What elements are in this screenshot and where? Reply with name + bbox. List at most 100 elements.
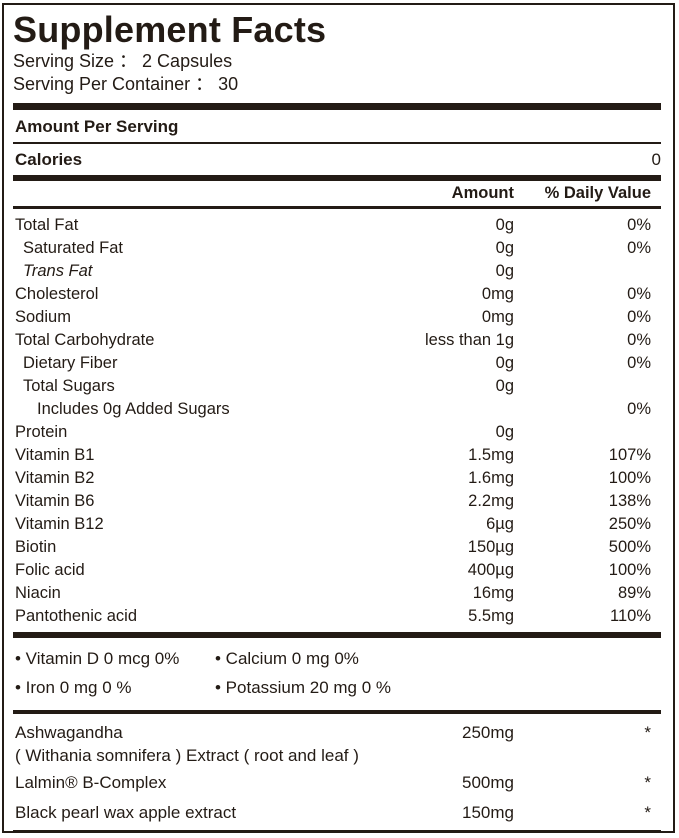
botanical-amount: 500mg bbox=[462, 773, 514, 792]
calories-label: Calories bbox=[15, 150, 83, 169]
serving-size: Serving Size ： 2 Capsules bbox=[13, 51, 233, 71]
nutrient-row: Folic acid 400µg 100% bbox=[13, 559, 661, 582]
footer-notes: Other Ingredients ： Hydroxypropyl methyc… bbox=[13, 830, 661, 831]
nutrient-table: Total Fat 0g 0% Saturated Fat 0g 0% Trans Fa… bbox=[13, 209, 661, 628]
nutrient-name: Vitamin B6 bbox=[15, 492, 95, 510]
botanical-row: Lalmin® B-Complex 500mg * bbox=[13, 771, 661, 794]
nutrient-amount: 0g bbox=[495, 354, 514, 372]
nutrient-amount: 1.5mg bbox=[468, 446, 514, 464]
nutrient-row: Dietary Fiber 0g 0% bbox=[13, 352, 661, 375]
daily-value-column-header: % Daily Value bbox=[544, 184, 651, 202]
nutrient-amount: 0mg bbox=[481, 285, 514, 303]
nutrient-name: Cholesterol bbox=[15, 285, 99, 303]
nutrient-amount bbox=[324, 398, 514, 421]
thick-rule bbox=[13, 103, 661, 110]
nutrient-dv: 0% bbox=[627, 239, 651, 257]
nutrient-row: Total Sugars 0g bbox=[13, 375, 661, 398]
calories-row: Calories 0 bbox=[13, 144, 661, 175]
nutrient-dv bbox=[514, 421, 661, 444]
nutrient-dv: 0% bbox=[627, 216, 651, 234]
nutrient-amount: 400µg bbox=[467, 561, 514, 579]
nutrient-dv bbox=[514, 375, 661, 398]
nutrient-dv: 138% bbox=[608, 492, 651, 510]
mineral-item: • Potassium 20 mg 0 % bbox=[215, 678, 392, 697]
nutrient-row: Total Fat 0g 0% bbox=[13, 214, 661, 237]
nutrient-dv: 0% bbox=[627, 285, 651, 303]
nutrient-row: Vitamin B2 1.6mg 100% bbox=[13, 467, 661, 490]
nutrient-dv: 0% bbox=[627, 331, 651, 349]
nutrient-name: Vitamin B1 bbox=[15, 446, 95, 464]
nutrient-name: Total Sugars bbox=[23, 377, 115, 395]
botanical-dv: * bbox=[644, 723, 651, 742]
nutrient-row: Total Carbohydrate less than 1g 0% bbox=[13, 329, 661, 352]
label-border-frame: Supplement Facts Serving Size ： 2 Capsul… bbox=[2, 3, 675, 833]
nutrient-dv: 89% bbox=[617, 584, 651, 602]
nutrient-name: Pantothenic acid bbox=[15, 607, 138, 625]
nutrient-dv: 110% bbox=[610, 607, 651, 625]
nutrient-amount: 1.6mg bbox=[468, 469, 514, 487]
medium-rule bbox=[13, 710, 661, 714]
nutrient-row: Pantothenic acid 5.5mg 110% bbox=[13, 605, 661, 628]
column-spacer bbox=[13, 184, 324, 203]
nutrient-row: Protein 0g bbox=[13, 421, 661, 444]
nutrient-row: Trans Fat 0g bbox=[13, 260, 661, 283]
botanical-name: Ashwagandha bbox=[15, 723, 123, 742]
nutrient-amount: less than 1g bbox=[425, 331, 514, 349]
botanical-row: Ashwagandha 250mg * bbox=[13, 721, 661, 744]
botanical-section: Ashwagandha 250mg * ( Withania somnifera )… bbox=[13, 714, 661, 824]
nutrient-row: Saturated Fat 0g 0% bbox=[13, 237, 661, 260]
nutrient-name: Folic acid bbox=[15, 561, 85, 579]
nutrient-name: Sodium bbox=[15, 308, 71, 326]
mineral-item: • Iron 0 mg 0 % bbox=[15, 678, 132, 697]
botanical-name: Black pearl wax apple extract bbox=[15, 803, 237, 822]
nutrient-dv: 107% bbox=[608, 446, 651, 464]
botanical-amount: 250mg bbox=[462, 723, 514, 742]
nutrient-dv: 0% bbox=[627, 308, 651, 326]
thick-rule bbox=[13, 632, 661, 638]
amount-column-header: Amount bbox=[451, 184, 514, 202]
nutrient-amount: 0g bbox=[495, 239, 514, 257]
nutrient-dv: 100% bbox=[608, 561, 651, 579]
nutrient-amount: 16mg bbox=[472, 584, 514, 602]
mineral-item: • Vitamin D 0 mcg 0% bbox=[15, 649, 180, 668]
nutrient-dv: 0% bbox=[627, 354, 651, 372]
nutrient-amount: 6µg bbox=[486, 515, 514, 533]
nutrient-name: Vitamin B2 bbox=[15, 469, 95, 487]
thick-rule bbox=[13, 175, 661, 181]
nutrient-dv bbox=[514, 260, 661, 283]
nutrient-amount: 0mg bbox=[481, 308, 514, 326]
nutrient-name: Total Carbohydrate bbox=[15, 331, 155, 349]
nutrient-name: Biotin bbox=[15, 538, 57, 556]
nutrient-name: Protein bbox=[15, 423, 68, 441]
nutrient-row: Cholesterol 0mg 0% bbox=[13, 283, 661, 306]
nutrient-row: Niacin 16mg 89% bbox=[13, 582, 661, 605]
nutrient-dv: 0% bbox=[627, 400, 651, 418]
nutrient-dv: 250% bbox=[608, 515, 651, 533]
mineral-item: • Calcium 0 mg 0% bbox=[215, 649, 359, 668]
botanical-row: Black pearl wax apple extract 150mg * bbox=[13, 801, 661, 824]
botanical-name: Lalmin® B-Complex bbox=[15, 773, 167, 792]
nutrient-row: Vitamin B6 2.2mg 138% bbox=[13, 490, 661, 513]
nutrient-amount: 0g bbox=[495, 216, 514, 234]
botanical-amount: 150mg bbox=[462, 803, 514, 822]
nutrient-amount: 5.5mg bbox=[468, 607, 514, 625]
nutrient-dv: 500% bbox=[608, 538, 651, 556]
nutrient-amount: 0g bbox=[495, 262, 514, 280]
nutrient-amount: 0g bbox=[495, 423, 514, 441]
nutrient-name: Trans Fat bbox=[23, 262, 93, 280]
nutrient-amount: 2.2mg bbox=[468, 492, 514, 510]
column-headers: Amount % Daily Value bbox=[13, 181, 661, 209]
nutrient-row: Vitamin B1 1.5mg 107% bbox=[13, 444, 661, 467]
nutrient-row: Sodium 0mg 0% bbox=[13, 306, 661, 329]
amount-per-serving-heading: Amount Per Serving bbox=[13, 110, 661, 144]
calories-value: 0 bbox=[651, 150, 661, 169]
nutrient-row: Vitamin B12 6µg 250% bbox=[13, 513, 661, 536]
nutrient-name: Saturated Fat bbox=[23, 239, 123, 257]
botanical-dv: * bbox=[644, 803, 651, 822]
botanical-subtext: ( Withania somnifera ) Extract ( root an… bbox=[15, 746, 359, 765]
nutrient-row: Biotin 150µg 500% bbox=[13, 536, 661, 559]
nutrient-amount: 150µg bbox=[467, 538, 514, 556]
nutrient-name: Niacin bbox=[15, 584, 61, 602]
nutrient-amount: 0g bbox=[495, 377, 514, 395]
